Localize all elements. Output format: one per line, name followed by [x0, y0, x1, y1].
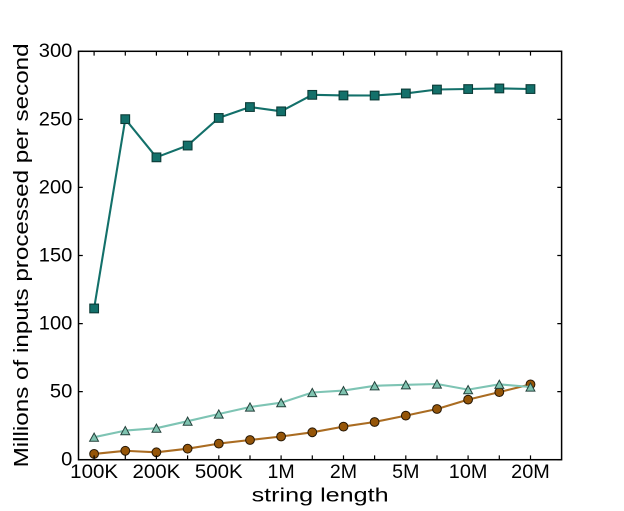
svg-text:100K: 100K: [70, 462, 118, 483]
svg-text:200: 200: [39, 177, 73, 198]
svg-text:150: 150: [39, 245, 73, 266]
svg-text:0: 0: [61, 450, 72, 471]
svg-text:50: 50: [50, 382, 72, 403]
svg-text:300: 300: [39, 41, 73, 62]
svg-text:Millions of inputs processed p: Millions of inputs processed per second: [11, 43, 33, 467]
svg-text:500K: 500K: [195, 462, 243, 483]
svg-text:string length: string length: [252, 485, 389, 507]
svg-text:100: 100: [39, 314, 73, 335]
svg-text:10M: 10M: [449, 462, 488, 483]
svg-text:5M: 5M: [392, 462, 419, 483]
svg-text:250: 250: [39, 109, 73, 130]
svg-text:200K: 200K: [133, 462, 181, 483]
svg-text:1M: 1M: [268, 462, 295, 483]
svg-text:20M: 20M: [511, 462, 550, 483]
svg-text:2M: 2M: [330, 462, 357, 483]
